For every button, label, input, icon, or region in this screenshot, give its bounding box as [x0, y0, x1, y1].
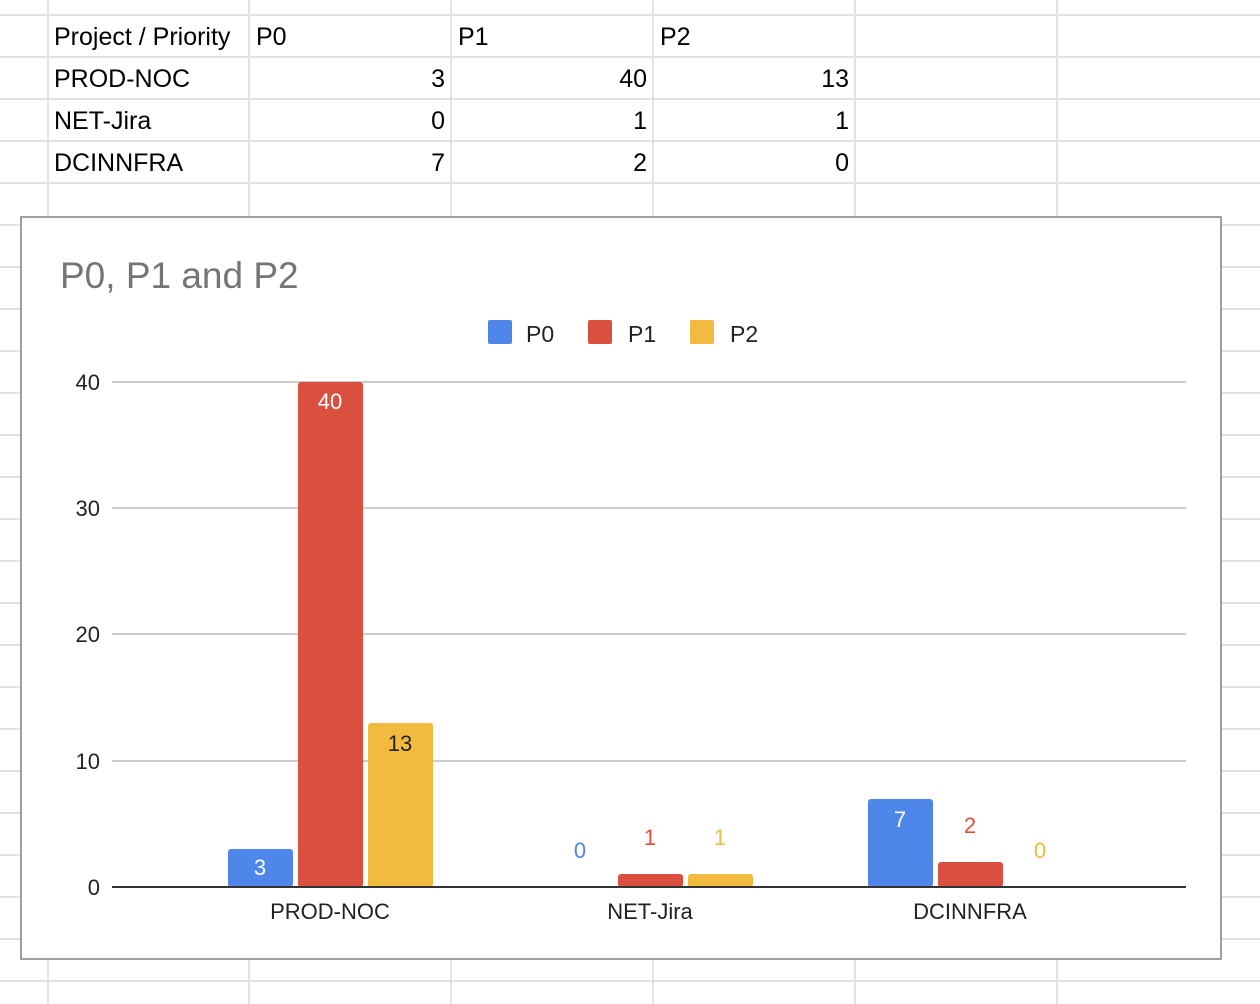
- chart-title: P0, P1 and P2: [60, 255, 299, 296]
- chart-legend: P0 P1 P2: [488, 320, 758, 347]
- cell-p2[interactable]: 0: [835, 149, 849, 177]
- y-tick-label: 0: [88, 875, 100, 900]
- legend-label-p1: P1: [628, 321, 656, 347]
- y-axis: 40 30 20 10 0: [76, 370, 100, 900]
- x-category-label: DCINNFRA: [913, 899, 1027, 924]
- data-label: 40: [318, 389, 342, 414]
- y-tick-label: 20: [76, 622, 100, 647]
- cell-p0[interactable]: 3: [431, 65, 445, 93]
- bar-net-jira-p1[interactable]: [618, 874, 683, 887]
- header-cell-p0[interactable]: P0: [256, 23, 287, 51]
- bar-chart[interactable]: P0, P1 and P2 P0 P1 P2 40 30 20 10 0: [20, 216, 1222, 960]
- data-label: 0: [574, 838, 586, 863]
- cell-project[interactable]: PROD-NOC: [54, 65, 191, 93]
- bar-prod-noc-p2[interactable]: [368, 723, 433, 887]
- data-label: 0: [1034, 838, 1046, 863]
- cell-p2[interactable]: 13: [821, 65, 849, 93]
- series-p0: [228, 799, 933, 887]
- series-p1: [298, 382, 1003, 887]
- cell-p1[interactable]: 40: [619, 65, 647, 93]
- data-label: 2: [964, 813, 976, 838]
- cell-p1[interactable]: 2: [633, 149, 647, 177]
- x-axis: PROD-NOC NET-Jira DCINNFRA: [270, 899, 1027, 924]
- y-tick-label: 30: [76, 496, 100, 521]
- data-label: 1: [644, 825, 656, 850]
- x-category-label: PROD-NOC: [270, 899, 390, 924]
- series-p2: [368, 723, 753, 887]
- data-labels: 3 40 13 0 1 1 7 2 0: [254, 389, 1046, 880]
- chart-gridlines: [112, 381, 1186, 762]
- data-label: 7: [894, 807, 906, 832]
- data-label: 13: [388, 731, 412, 756]
- data-label: 3: [254, 855, 266, 880]
- cell-p0[interactable]: 7: [431, 149, 445, 177]
- data-label: 1: [714, 825, 726, 850]
- legend-swatch-p2: [690, 320, 714, 344]
- cell-p2[interactable]: 1: [835, 107, 849, 135]
- bar-dcinnfra-p0[interactable]: [868, 799, 933, 887]
- legend-swatch-p0: [488, 320, 512, 344]
- x-category-label: NET-Jira: [607, 899, 693, 924]
- bar-prod-noc-p0[interactable]: [228, 849, 293, 887]
- cell-p0[interactable]: 0: [431, 107, 445, 135]
- legend-label-p0: P0: [526, 321, 554, 347]
- legend-label-p2: P2: [730, 321, 758, 347]
- cell-project[interactable]: DCINNFRA: [54, 149, 184, 177]
- legend-swatch-p1: [588, 320, 612, 344]
- bar-net-jira-p2[interactable]: [688, 874, 753, 887]
- header-cell-p1[interactable]: P1: [458, 23, 489, 51]
- cell-p1[interactable]: 1: [633, 107, 647, 135]
- bar-prod-noc-p1[interactable]: [298, 382, 363, 887]
- header-cell-p2[interactable]: P2: [660, 23, 691, 51]
- y-tick-label: 40: [76, 370, 100, 395]
- bar-dcinnfra-p1[interactable]: [938, 862, 1003, 887]
- header-cell-project[interactable]: Project / Priority: [54, 23, 231, 51]
- cell-project[interactable]: NET-Jira: [54, 107, 152, 135]
- y-tick-label: 10: [76, 749, 100, 774]
